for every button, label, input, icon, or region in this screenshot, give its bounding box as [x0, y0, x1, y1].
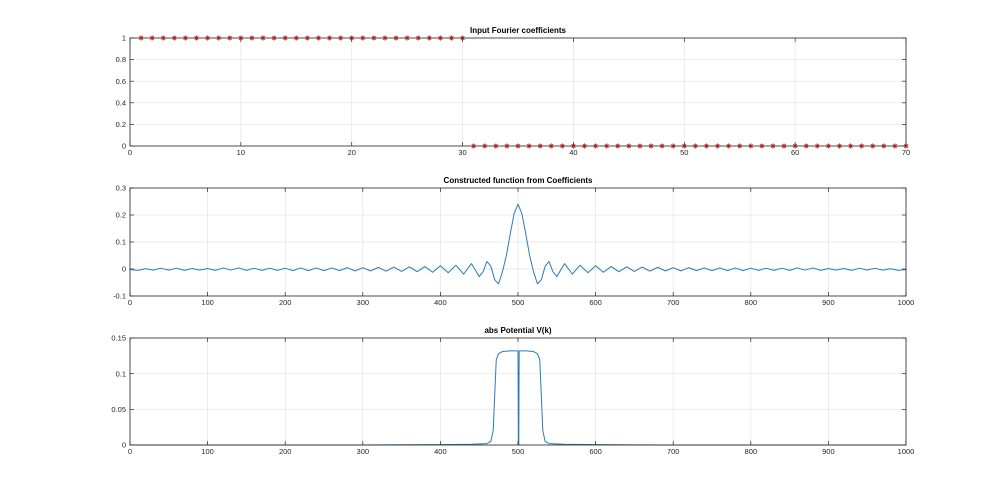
x-tick-label: 800	[745, 298, 758, 307]
y-tick-label: 0.15	[111, 334, 126, 343]
y-tick-label: -0.1	[113, 292, 126, 301]
x-tick-label: 900	[822, 447, 835, 456]
y-tick-label: 0	[122, 265, 126, 274]
y-tick-label: 0.1	[116, 238, 126, 247]
x-tick-label: 70	[902, 148, 910, 157]
plot-area	[130, 38, 906, 146]
y-tick-label: 0.3	[116, 184, 126, 193]
chart-panel-3: 0 100 200 300 400 500 600 700 800 900 1000 0 0.05 0.1…	[111, 326, 914, 456]
x-tick-label: 0	[128, 447, 132, 456]
x-tick-label: 1000	[898, 447, 915, 456]
y-tick-label: 0.2	[116, 120, 126, 129]
x-tick-label: 200	[279, 447, 292, 456]
chart-panel-2: 0 100 200 300 400 500 600 700 800 900 1000-0.100.1…	[113, 176, 914, 307]
x-tick-label: 30	[458, 148, 466, 157]
x-tick-label: 300	[357, 298, 370, 307]
chart-title: abs Potential V(k)	[484, 326, 551, 335]
chart-title: Input Fourier coefficients	[470, 26, 567, 35]
chart-panel-1: 0 10 20 30 40 50 60 70 0 0.2 0.4 0.6 0.8 1 Input Fouri…	[116, 26, 911, 157]
x-tick-label: 400	[434, 447, 447, 456]
x-tick-label: 600	[589, 447, 602, 456]
x-tick-label: 100	[201, 447, 214, 456]
y-tick-label: 0	[122, 142, 126, 151]
x-tick-label: 10	[237, 148, 245, 157]
chart-title: Constructed function from Coefficients	[444, 176, 593, 185]
x-tick-label: 0	[128, 298, 132, 307]
x-tick-label: 600	[589, 298, 602, 307]
x-tick-label: 1000	[898, 298, 915, 307]
x-tick-label: 200	[279, 298, 292, 307]
x-tick-label: 0	[128, 148, 132, 157]
y-tick-label: 0.2	[116, 211, 126, 220]
x-tick-label: 800	[745, 447, 758, 456]
x-tick-label: 700	[667, 447, 680, 456]
x-tick-label: 300	[357, 447, 370, 456]
y-tick-label: 0	[122, 441, 126, 450]
x-tick-label: 500	[512, 298, 525, 307]
x-tick-label: 900	[822, 298, 835, 307]
y-tick-label: 0.1	[116, 369, 126, 378]
axes-box	[129, 37, 907, 147]
series-line	[129, 203, 907, 285]
x-tick-label: 700	[667, 298, 680, 307]
x-tick-label: 100	[201, 298, 214, 307]
y-tick-label: 1	[122, 34, 126, 43]
x-tick-label: 400	[434, 298, 447, 307]
y-tick-label: 0.05	[111, 405, 126, 414]
y-tick-label: 0.4	[116, 98, 126, 107]
x-tick-label: 60	[791, 148, 799, 157]
y-tick-label: 0.8	[116, 55, 126, 64]
x-tick-label: 40	[569, 148, 577, 157]
x-tick-label: 500	[512, 447, 525, 456]
y-tick-label: 0.6	[116, 77, 126, 86]
x-tick-label: 50	[680, 148, 688, 157]
x-tick-label: 20	[348, 148, 356, 157]
